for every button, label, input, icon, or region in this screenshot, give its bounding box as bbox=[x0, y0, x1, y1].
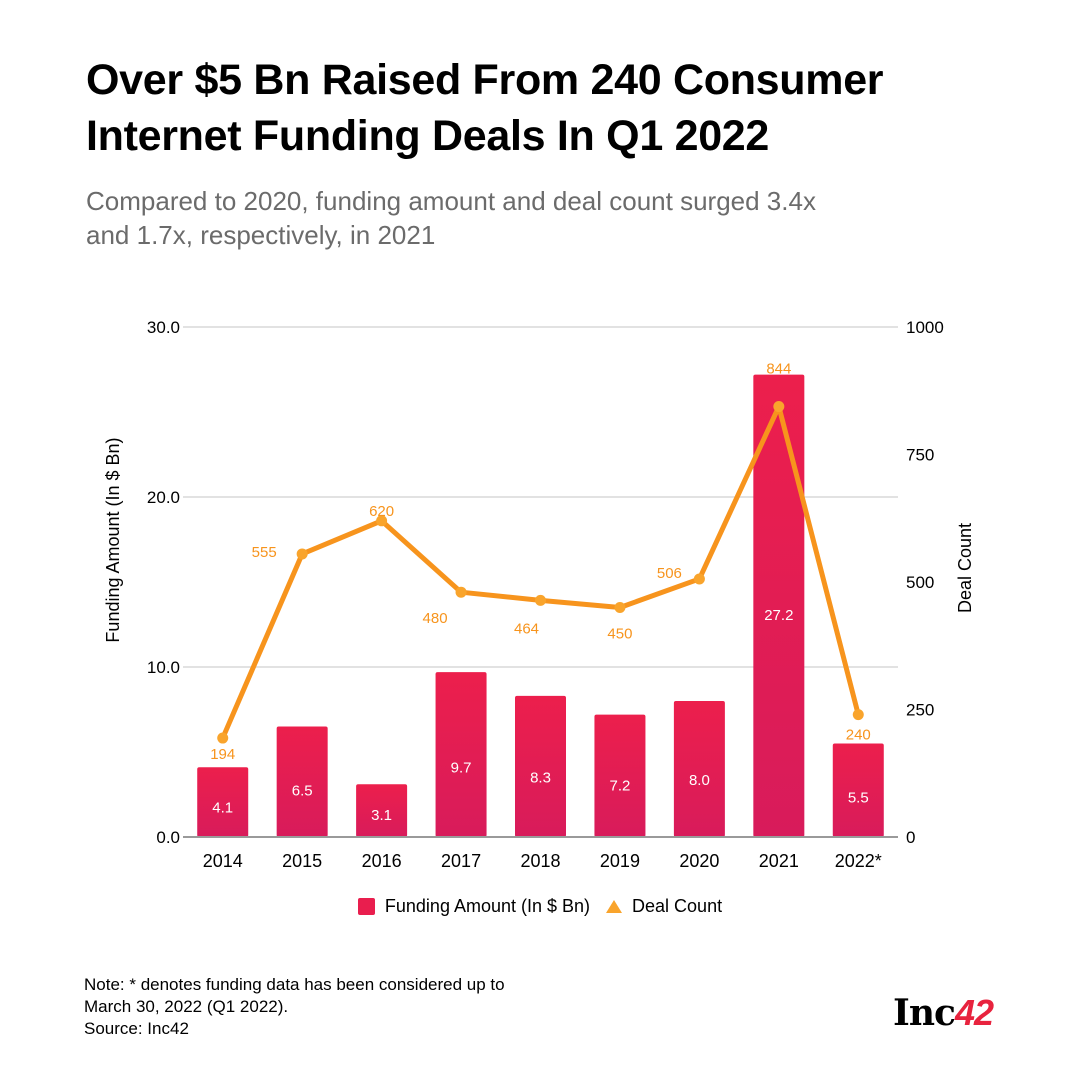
deal-label: 506 bbox=[657, 565, 682, 582]
x-tick-label: 2018 bbox=[520, 851, 560, 871]
deal-point-2015[interactable] bbox=[296, 548, 308, 560]
deal-label: 620 bbox=[369, 503, 394, 520]
bar-2019[interactable] bbox=[594, 714, 646, 837]
note-line-2: March 30, 2022 (Q1 2022). bbox=[84, 997, 289, 1016]
deal-count-series bbox=[217, 401, 864, 744]
deal-point-2022*[interactable] bbox=[852, 709, 864, 721]
bar-2014[interactable] bbox=[197, 767, 249, 837]
x-tick-label: 2017 bbox=[441, 851, 481, 871]
deal-point-2018[interactable] bbox=[535, 594, 546, 606]
left-axis-ticks: 0.0 10.0 20.0 30.0 bbox=[147, 318, 180, 847]
bar-label: 5.5 bbox=[848, 790, 869, 807]
legend-item-funding[interactable]: Funding Amount (In $ Bn) bbox=[357, 896, 591, 917]
x-tick-label: 2021 bbox=[759, 851, 799, 871]
deal-label: 194 bbox=[210, 746, 235, 763]
bar-2018[interactable] bbox=[515, 695, 566, 837]
right-axis-label: Deal Count bbox=[955, 523, 975, 613]
left-tick-label: 30.0 bbox=[147, 318, 180, 337]
deal-point-2019[interactable] bbox=[614, 602, 626, 613]
bar-2021[interactable] bbox=[753, 374, 805, 837]
deal-label: 480 bbox=[423, 610, 448, 627]
legend-deal-label: Deal Count bbox=[632, 896, 723, 916]
note-line-1: Note: * denotes funding data has been co… bbox=[84, 975, 505, 994]
deal-label: 844 bbox=[766, 361, 791, 378]
right-tick-label: 500 bbox=[906, 573, 934, 592]
inc42-logo: Inc42 bbox=[893, 992, 994, 1034]
subtitle-line-1: Compared to 2020, funding amount and dea… bbox=[86, 186, 816, 216]
x-tick-label: 2020 bbox=[679, 851, 719, 871]
deal-point-2021[interactable] bbox=[773, 401, 785, 413]
deal-point-2020[interactable] bbox=[693, 573, 705, 585]
deal-point-2016[interactable] bbox=[376, 515, 388, 527]
legend: Funding Amount (In $ Bn) Deal Count bbox=[0, 896, 1080, 917]
deal-label: 240 bbox=[846, 727, 871, 744]
logo-number: 42 bbox=[954, 992, 994, 1033]
right-tick-label: 250 bbox=[906, 701, 934, 720]
deal-label: 450 bbox=[607, 626, 632, 643]
source-line: Source: Inc42 bbox=[84, 1019, 189, 1038]
left-tick-label: 10.0 bbox=[147, 658, 180, 677]
chart-title: Over $5 Bn Raised From 240 Consumer Inte… bbox=[86, 52, 1046, 164]
footnote: Note: * denotes funding data has been co… bbox=[84, 974, 505, 1040]
deal-count-labels: 194 555 620 480 464 450 506 844 240 bbox=[210, 361, 871, 764]
subtitle-line-2: and 1.7x, respectively, in 2021 bbox=[86, 220, 436, 250]
bar-label: 7.2 bbox=[610, 778, 631, 795]
bar-label: 9.7 bbox=[451, 760, 472, 777]
chart-subtitle: Compared to 2020, funding amount and dea… bbox=[86, 184, 1046, 252]
bar-label: 4.1 bbox=[212, 800, 233, 817]
bar-label: 8.3 bbox=[530, 770, 551, 787]
bar-2016[interactable] bbox=[356, 784, 408, 837]
left-tick-label: 20.0 bbox=[147, 488, 180, 507]
right-tick-label: 750 bbox=[906, 446, 934, 465]
funding-bars bbox=[197, 374, 884, 838]
right-tick-label: 1000 bbox=[906, 318, 944, 337]
x-tick-label: 2014 bbox=[203, 851, 243, 871]
funding-bar-labels: 4.1 6.5 3.1 9.7 8.3 7.2 8.0 27.2 5.5 bbox=[212, 607, 868, 824]
deal-label: 464 bbox=[514, 620, 539, 637]
x-axis-ticks: 2014 2015 2016 2017 2018 2019 2020 2021 2022* bbox=[203, 851, 882, 871]
bar-2017[interactable] bbox=[435, 672, 487, 837]
bar-label: 3.1 bbox=[371, 807, 392, 824]
left-tick-label: 0.0 bbox=[156, 828, 180, 847]
bar-label: 6.5 bbox=[292, 783, 313, 800]
x-tick-label: 2022* bbox=[835, 851, 882, 871]
legend-square-icon bbox=[357, 898, 375, 915]
x-tick-label: 2015 bbox=[282, 851, 322, 871]
right-axis-ticks: 0 250 500 750 1000 bbox=[906, 318, 944, 847]
title-line-1: Over $5 Bn Raised From 240 Consumer bbox=[86, 56, 884, 104]
logo-text: Inc bbox=[893, 992, 956, 1034]
bar-label: 27.2 bbox=[764, 607, 793, 624]
deal-point-2014[interactable] bbox=[217, 732, 229, 744]
bar-2015[interactable] bbox=[276, 726, 328, 838]
title-line-2: Internet Funding Deals In Q1 2022 bbox=[86, 112, 770, 160]
x-tick-label: 2019 bbox=[600, 851, 640, 871]
legend-funding-label: Funding Amount (In $ Bn) bbox=[384, 896, 591, 916]
bar-2022*[interactable] bbox=[832, 743, 884, 838]
legend-item-deal-count[interactable]: Deal Count bbox=[600, 896, 722, 917]
left-axis-label: Funding Amount (In $ Bn) bbox=[103, 437, 123, 642]
x-tick-label: 2016 bbox=[362, 851, 402, 871]
right-tick-label: 0 bbox=[906, 828, 915, 847]
legend-triangle-icon bbox=[606, 900, 623, 913]
deal-label: 555 bbox=[252, 544, 277, 561]
bar-label: 8.0 bbox=[689, 772, 710, 789]
bar-2020[interactable] bbox=[673, 701, 725, 837]
deal-point-2017[interactable] bbox=[455, 586, 467, 598]
